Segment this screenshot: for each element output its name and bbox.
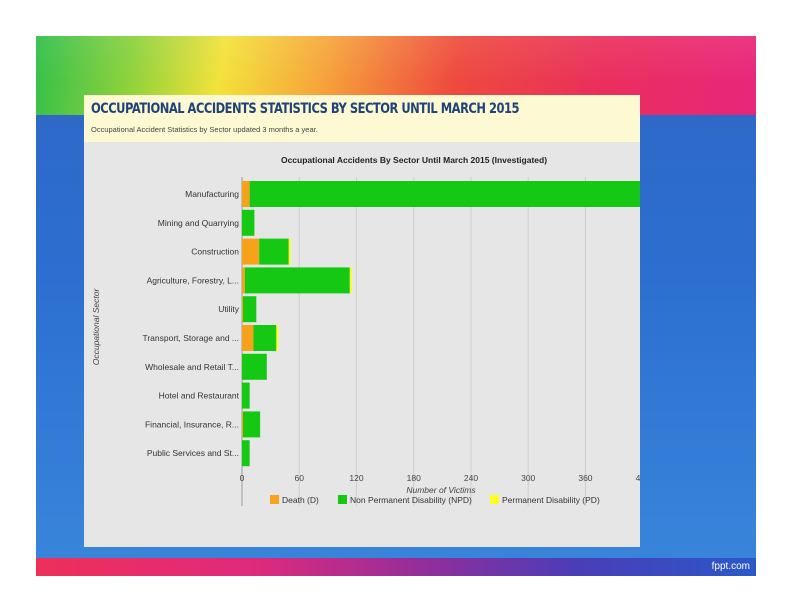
legend-swatch [490, 495, 499, 504]
category-label: Transport, Storage and ... [142, 333, 239, 343]
bar-segment[interactable] [242, 181, 250, 207]
category-label: Construction [191, 247, 239, 257]
category-label: Utility [218, 304, 240, 314]
x-tick-label: 360 [578, 473, 592, 483]
bar-segment[interactable] [242, 267, 245, 294]
bar-segment[interactable] [242, 411, 243, 438]
x-axis-label: Number of Victims [406, 485, 476, 495]
category-label: Hotel and Restaurant [159, 391, 240, 401]
bar-segment[interactable] [249, 181, 640, 207]
bar-segment[interactable] [349, 267, 352, 294]
legend-swatch [338, 495, 347, 504]
bar-segment[interactable] [242, 296, 243, 323]
bar-segment[interactable] [288, 238, 291, 265]
x-tick-label: 0 [240, 473, 245, 483]
bar-segment[interactable] [244, 267, 350, 294]
category-label: Agriculture, Forestry, L... [147, 275, 239, 285]
bar-segment[interactable] [259, 238, 289, 265]
bar-segment[interactable] [242, 209, 255, 236]
x-tick-label: 180 [407, 473, 421, 483]
x-tick-label: 120 [349, 473, 363, 483]
y-axis-label: Occupational Sector [91, 288, 101, 366]
x-tick-label: 240 [464, 473, 478, 483]
bar-segment[interactable] [242, 296, 257, 323]
category-label: Wholesale and Retail T... [145, 362, 239, 372]
panel-header: OCCUPATIONAL ACCIDENTS STATISTICS BY SEC… [84, 95, 640, 142]
chart-title: Occupational Accidents By Sector Until M… [281, 155, 547, 165]
page-subtitle: Occupational Accident Statistics by Sect… [91, 125, 318, 134]
bar-segment[interactable] [242, 440, 250, 467]
bar-segment[interactable] [242, 353, 267, 380]
footer-logo: fppt.com [711, 561, 750, 572]
bar-segment[interactable] [276, 325, 279, 351]
x-tick-label: 300 [521, 473, 535, 483]
category-label: Mining and Quarrying [158, 218, 240, 228]
category-label: Financial, Insurance, R... [145, 419, 239, 429]
legend: Death (D) Non Permanent Disability (NPD) P… [270, 495, 600, 505]
page-title: OCCUPATIONAL ACCIDENTS STATISTICS BY SEC… [91, 101, 519, 117]
legend-swatch [270, 495, 279, 504]
bar-segment[interactable] [242, 411, 261, 438]
chart-panel: OCCUPATIONAL ACCIDENTS STATISTICS BY SEC… [84, 95, 640, 547]
x-tick-label: 420 [636, 473, 640, 483]
bar-chart: Occupational Accidents By Sector Until M… [91, 155, 640, 506]
bar-segment[interactable] [242, 238, 260, 265]
legend-label: Non Permanent Disability (NPD) [350, 495, 472, 505]
legend-label: Death (D) [282, 495, 319, 505]
bottom-gradient-band [36, 558, 756, 576]
legend-label: Permanent Disability (PD) [502, 495, 600, 505]
bar-segment[interactable] [253, 325, 277, 351]
category-label: Public Services and St... [147, 448, 239, 458]
x-tick-label: 60 [295, 473, 305, 483]
category-label: Manufacturing [185, 189, 239, 199]
bar-segment[interactable] [242, 325, 254, 351]
bar-segment[interactable] [242, 382, 250, 409]
